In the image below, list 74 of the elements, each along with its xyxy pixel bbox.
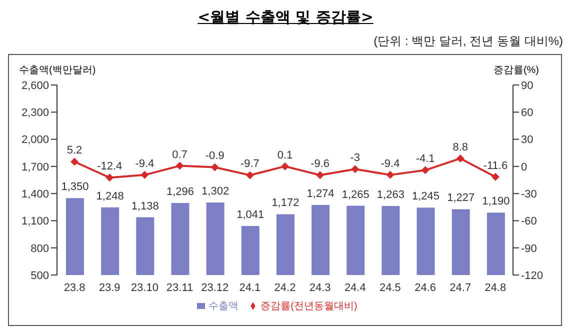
point [140, 170, 149, 179]
data-label: -12.4 [97, 160, 122, 173]
x-tick-label: 24.2 [274, 282, 296, 294]
data-label: 1,172 [272, 197, 300, 210]
data-label: -9.6 [310, 158, 330, 170]
point [246, 171, 254, 180]
data-label: -9.4 [135, 158, 154, 170]
y2-axis-title: 증감률(%) [493, 64, 539, 77]
data-label: 1,265 [342, 188, 370, 201]
x-tick-label: 23.10 [130, 282, 158, 294]
y2-tick-label: -120 [521, 270, 544, 282]
data-label: 1,041 [236, 209, 264, 222]
chart-title: <월별 수출액 및 증감률> [196, 8, 374, 27]
data-label: 0.1 [277, 149, 293, 162]
y-tick-label: 2,300 [21, 107, 49, 120]
x-tick-label: 24.4 [344, 282, 366, 294]
point [106, 174, 114, 182]
legend-label: 증감률(전년동월대비) [260, 301, 358, 312]
point [281, 162, 289, 170]
point [386, 170, 394, 179]
point [176, 162, 184, 170]
data-label: -3 [350, 152, 360, 164]
y-tick-label: 2,600 [21, 80, 49, 92]
y-tick-label: 800 [30, 242, 49, 255]
x-tick-label: 24.3 [309, 282, 331, 294]
data-label: 1,227 [447, 192, 475, 204]
x-tick-label: 24.5 [380, 282, 401, 294]
data-label: 0.7 [172, 148, 188, 161]
data-label: 8.8 [452, 141, 468, 154]
data-label: -9.4 [380, 158, 400, 170]
x-tick-label: 24.6 [414, 282, 436, 294]
x-tick-label: 23.11 [166, 282, 194, 294]
y-tick-label: 1,400 [21, 188, 49, 200]
point [421, 166, 430, 174]
data-label: 1,296 [166, 186, 194, 198]
x-tick-label: 24.8 [484, 282, 506, 294]
point [70, 158, 79, 166]
y-axis-title: 수출액(백만달러) [19, 64, 96, 77]
legend-label: 수출액 [208, 301, 239, 312]
point [456, 154, 464, 162]
data-label: 1,245 [412, 190, 440, 203]
y2-tick-label: 90 [521, 80, 534, 92]
x-tick-label: 24.1 [239, 282, 261, 294]
y2-tick-label: 0 [521, 161, 528, 174]
data-label: 5.2 [66, 144, 82, 157]
y-tick-label: 500 [30, 270, 49, 282]
data-label: 1,302 [202, 185, 230, 198]
y-tick-label: 2,000 [21, 134, 49, 146]
chart-subtitle: (단위 : 백만 달러, 전년 동월 대비%) [372, 33, 563, 50]
data-label: 1,263 [376, 188, 404, 201]
data-label: -0.9 [205, 150, 224, 162]
x-tick-label: 23.12 [201, 282, 229, 294]
x-tick-label: 24.7 [450, 282, 472, 294]
point [351, 165, 360, 174]
y2-tick-label: -30 [521, 188, 537, 200]
data-label: -9.7 [240, 158, 260, 170]
data-label: 1,138 [131, 200, 159, 212]
data-label: 1,274 [306, 188, 334, 200]
y-tick-label: 1,700 [21, 161, 49, 174]
data-label: 1,248 [96, 190, 124, 202]
x-tick-label: 23.9 [98, 282, 120, 294]
data-label: 1,350 [61, 181, 89, 194]
point [491, 172, 500, 181]
point [210, 163, 219, 172]
x-tick-label: 23.8 [64, 282, 86, 294]
y2-tick-label: 30 [521, 134, 534, 146]
data-label: -4.1 [416, 153, 435, 166]
y2-tick-label: -60 [521, 216, 537, 228]
y-tick-label: 1,100 [21, 216, 49, 228]
data-label: -11.6 [483, 160, 508, 172]
y2-tick-label: -90 [521, 242, 537, 255]
data-label: 1,190 [482, 196, 510, 208]
y2-tick-label: 60 [521, 107, 534, 120]
point [316, 171, 324, 180]
